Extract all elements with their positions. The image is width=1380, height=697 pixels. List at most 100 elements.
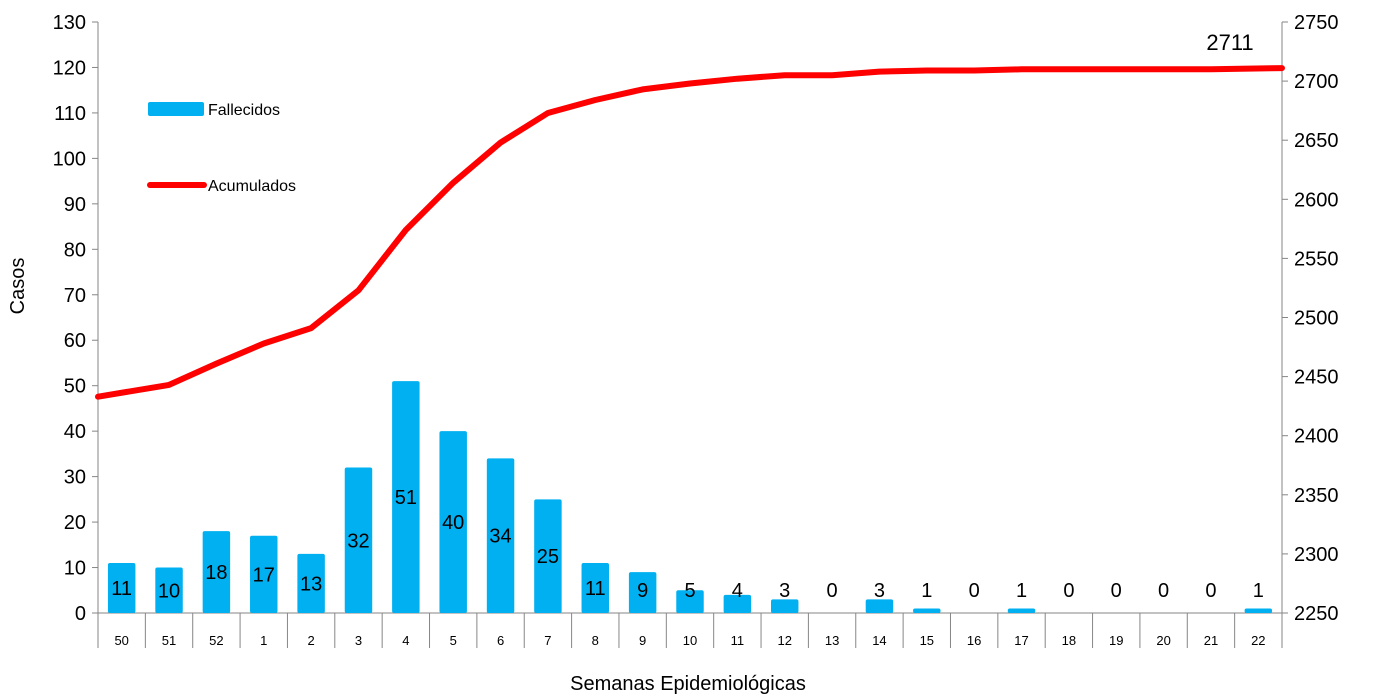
x-axis-title: Semanas Epidemiológicas [570,673,806,695]
x-tick-label: 13 [825,633,839,648]
bar [202,531,231,613]
y-right-tick-label: 2350 [1294,485,1339,507]
x-tick-label: 7 [544,633,551,648]
x-tick-label: 51 [162,633,176,648]
y-left-tick-label: 30 [64,467,86,489]
x-tick-label: 50 [114,633,128,648]
y-right-tick-label: 2400 [1294,426,1339,448]
bar [723,594,752,613]
bar-data-label: 40 [442,512,464,534]
y-left-tick-label: 90 [64,194,86,216]
x-tick-label: 19 [1109,633,1123,648]
bar [865,599,894,613]
x-tick-label: 18 [1062,633,1076,648]
bar [1007,608,1036,613]
bar-data-label: 17 [253,564,275,586]
bar [913,608,941,613]
y-left-tick-label: 120 [53,57,86,79]
bar-data-label: 25 [537,546,559,568]
y-left-tick-label: 60 [64,330,86,352]
bar-data-label: 11 [111,578,132,600]
y-left-tick-label: 70 [64,285,86,307]
x-tick-label: 16 [967,633,981,648]
y-axis-title: Casos [7,258,29,315]
x-tick-label: 12 [777,633,791,648]
bar-data-label: 0 [969,580,980,602]
y-right-tick-label: 2450 [1294,367,1339,389]
x-tick-label: 22 [1251,633,1265,648]
bar [581,562,610,613]
bar-data-label: 0 [1158,580,1169,602]
bar [297,553,325,613]
bar [392,381,420,613]
bar [628,572,657,613]
bar-data-label: 4 [732,580,743,602]
bar [486,458,515,613]
x-tick-label: 14 [872,633,886,648]
bar-data-label: 18 [205,562,227,584]
bar [770,599,799,613]
bar-data-label: 1 [1253,580,1264,602]
bar-data-label: 11 [585,578,606,600]
bar-data-label: 0 [1111,580,1122,602]
y-left-tick-label: 80 [64,239,86,261]
bar [344,467,373,613]
x-tick-label: 2 [308,633,315,648]
x-tick-label: 5 [450,633,457,648]
x-tick-label: 1 [260,633,267,648]
legend-label-acumulados: Acumulados [208,178,296,195]
final-value-annotation: 2711 [1206,30,1253,55]
bars [107,381,1273,613]
x-tick-label: 8 [592,633,599,648]
legend-swatch-fallecidos [148,102,204,116]
y-right-tick-label: 2700 [1294,71,1339,93]
bar-data-label: 0 [827,580,838,602]
y-left-tick-label: 100 [53,148,86,170]
x-tick-label: 17 [1014,633,1028,648]
y-right-tick-label: 2500 [1294,308,1339,330]
y-right-tick-label: 2650 [1294,130,1339,152]
bar-data-label: 9 [637,580,648,602]
y-left-tick-label: 50 [64,376,86,398]
y-left-tick-label: 0 [75,603,86,625]
bar-data-label: 34 [489,526,511,548]
x-tick-label: 11 [731,633,745,648]
bar [534,499,562,613]
x-tick-label: 15 [920,633,934,648]
bar [439,431,467,613]
bar [1244,608,1273,613]
bar-data-label: 1 [921,580,932,602]
x-tick-label: 20 [1156,633,1170,648]
y-right-tick-label: 2750 [1294,12,1339,34]
bar [107,562,136,613]
bar-data-label: 10 [158,580,180,602]
legend-label-fallecidos: Fallecidos [208,102,280,119]
legend: Fallecidos Acumulados [147,102,296,195]
y-right-tick-label: 2300 [1294,544,1339,566]
bar-data-label: 13 [300,573,322,595]
y-right-tick-label: 2600 [1294,189,1339,211]
bar [250,535,278,613]
x-tick-label: 52 [209,633,223,648]
x-tick-label: 6 [497,633,504,648]
y-right-tick-label: 2550 [1294,248,1339,270]
x-tick-label: 9 [639,633,646,648]
x-tick-label: 4 [402,633,409,648]
bar-data-label: 3 [874,580,885,602]
y-left-tick-label: 130 [53,12,86,34]
bar [155,567,183,613]
x-tick-label: 21 [1204,633,1218,648]
bar-data-label: 51 [395,487,417,509]
bar-data-label: 3 [779,580,790,602]
axes: 0102030405060708090100110120130225023002… [53,12,1339,648]
bar-data-label: 32 [347,530,369,552]
bar-data-label: 5 [684,580,695,602]
bar-data-label: 0 [1205,580,1216,602]
y-left-tick-label: 40 [64,421,86,443]
x-tick-label: 10 [683,633,697,648]
y-right-tick-label: 2250 [1294,603,1339,625]
line-layer [95,65,1285,400]
y-left-tick-label: 110 [54,103,86,125]
